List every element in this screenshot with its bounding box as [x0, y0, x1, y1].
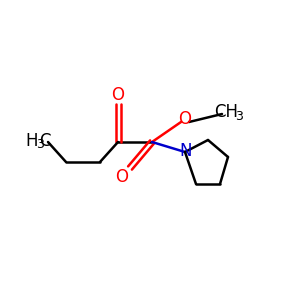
Text: N: N [180, 142, 192, 160]
Text: 3: 3 [36, 139, 44, 152]
Text: H: H [26, 132, 38, 150]
Text: C: C [39, 132, 51, 150]
Text: 3: 3 [235, 110, 243, 124]
Text: O: O [116, 168, 128, 186]
Text: CH: CH [214, 103, 238, 121]
Text: O: O [178, 110, 191, 128]
Text: O: O [112, 86, 124, 104]
